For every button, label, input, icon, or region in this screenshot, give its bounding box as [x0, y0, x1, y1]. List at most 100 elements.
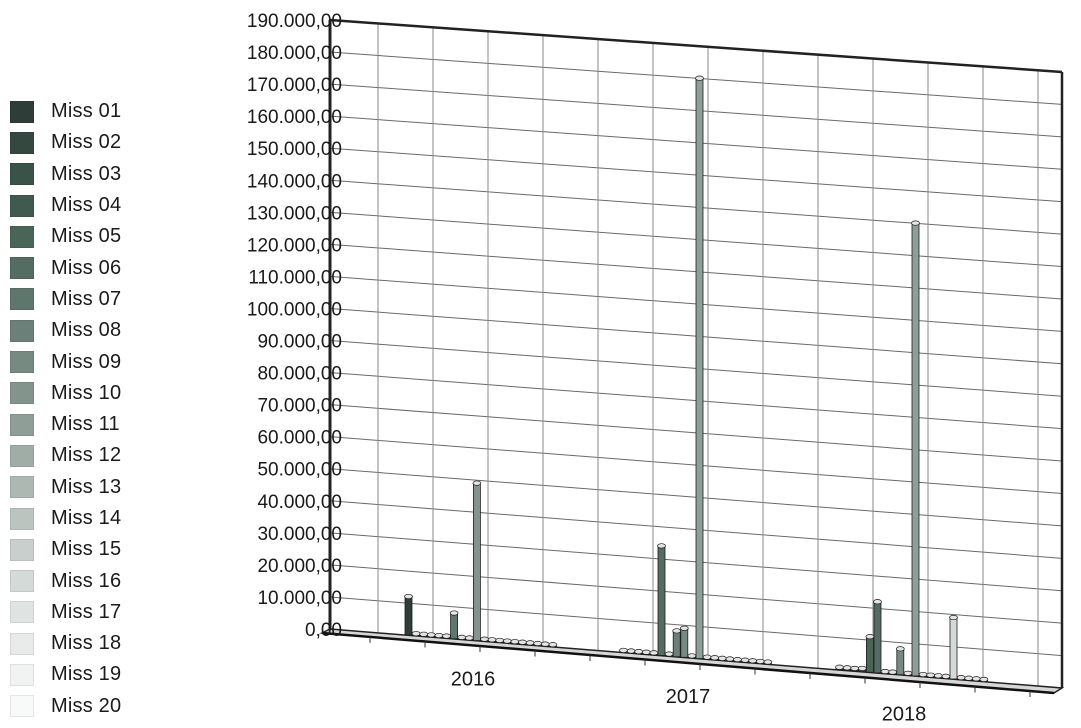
bar	[740, 657, 750, 663]
bar	[763, 659, 773, 665]
bar	[956, 675, 966, 681]
bar-cap	[956, 675, 966, 681]
bar-body	[911, 222, 920, 677]
bar-cap	[941, 673, 951, 679]
bar	[949, 614, 958, 680]
legend: Miss 01 Miss 02 Miss 03 Miss 04 Miss 05 Miss …	[10, 96, 170, 722]
y-tick-label: 20.000,00	[257, 556, 342, 577]
bar	[495, 637, 505, 643]
x-axis	[321, 631, 1055, 695]
bar	[442, 633, 451, 639]
y-tick-label: 0,00	[305, 620, 342, 641]
legend-swatch	[10, 570, 34, 593]
bar	[748, 658, 758, 664]
y-tick-label: 170.000,00	[247, 75, 342, 96]
legend-swatch	[10, 413, 34, 436]
bar-cap	[717, 655, 727, 661]
legend-label: Miss 17	[51, 600, 122, 623]
y-tick-label: 180.000,00	[247, 43, 342, 64]
bar-cap	[865, 634, 875, 640]
bar-cap	[710, 655, 720, 661]
bar	[717, 655, 727, 661]
legend-label: Miss 01	[51, 100, 122, 123]
bar	[480, 636, 489, 642]
legend-label: Miss 03	[51, 162, 122, 185]
bar-body	[896, 648, 905, 676]
bar	[755, 658, 765, 664]
bar-cap	[548, 642, 558, 648]
bar-cap	[533, 640, 543, 647]
bar	[933, 673, 943, 679]
legend-item: Miss 20	[10, 691, 170, 722]
bar	[404, 593, 413, 636]
bar	[702, 654, 712, 660]
legend-item: Miss 16	[10, 565, 170, 596]
legend-swatch	[10, 351, 34, 374]
bar-cap	[664, 651, 674, 657]
y-tick-label: 90.000,00	[257, 332, 342, 353]
bar	[518, 639, 527, 645]
y-tick-label: 80.000,00	[257, 364, 342, 385]
legend-item: Miss 04	[10, 190, 170, 221]
bar-cap	[687, 653, 697, 659]
bar	[641, 649, 651, 655]
y-tick-labels: 0,00 10.000,00 20.000,00 30.000,00 40.000,00…	[247, 11, 342, 641]
y-tick-label: 100.000,00	[247, 299, 342, 320]
bar	[411, 631, 421, 637]
bar-cap	[748, 658, 758, 664]
y-tick-label: 150.000,00	[247, 139, 342, 160]
y-tick-label: 60.000,00	[257, 428, 342, 449]
legend-swatch	[10, 319, 34, 342]
bar-cap	[911, 220, 920, 226]
bar-cap	[979, 676, 989, 682]
legend-swatch	[10, 288, 34, 311]
bar-cap	[895, 646, 905, 652]
legend-item: Miss 10	[10, 378, 170, 409]
bar-cap	[964, 675, 974, 681]
x-tick-label: 2017	[666, 686, 711, 708]
legend-item: Miss 14	[10, 503, 170, 534]
bar-cap	[725, 656, 735, 662]
bar-cap	[850, 665, 860, 671]
bar-cap	[740, 657, 750, 663]
y-tick-label: 50.000,00	[257, 460, 342, 481]
bar-cap	[933, 673, 943, 679]
bar-cap	[510, 639, 520, 645]
bar	[888, 669, 898, 675]
legend-label: Miss 14	[51, 507, 122, 529]
bar	[419, 631, 429, 637]
legend-label: Miss 04	[51, 194, 122, 217]
bar-cap	[649, 650, 659, 656]
bar-cap	[873, 599, 882, 605]
bar-cap	[733, 657, 742, 663]
bar-body	[472, 482, 481, 641]
legend-label: Miss 15	[51, 538, 122, 561]
bar-cap	[411, 631, 421, 637]
legend-item: Miss 03	[10, 159, 170, 190]
bar-cap	[525, 640, 535, 646]
legend-item: Miss 15	[10, 534, 170, 565]
legend-swatch	[10, 695, 34, 718]
bar-cap	[472, 480, 482, 486]
bar-cap	[888, 669, 898, 675]
bar	[835, 664, 844, 671]
bar	[873, 599, 882, 674]
legend-item: Miss 01	[10, 96, 170, 127]
legend-item: Miss 13	[10, 472, 170, 503]
bar-cap	[926, 672, 936, 678]
bar-cap	[657, 543, 666, 549]
bar-cap	[480, 636, 489, 642]
bar	[850, 665, 860, 672]
y-tick-label: 70.000,00	[257, 396, 342, 417]
bar-cap	[755, 658, 765, 664]
bar-cap	[679, 625, 689, 631]
bar	[472, 480, 482, 641]
bar-body	[680, 627, 689, 658]
bar	[434, 632, 444, 639]
legend-label: Miss 18	[51, 632, 122, 655]
legend-item: Miss 18	[10, 628, 170, 659]
legend-item: Miss 05	[10, 221, 170, 252]
bar	[733, 657, 742, 663]
y-tick-label: 130.000,00	[247, 203, 342, 224]
bar	[502, 638, 512, 644]
